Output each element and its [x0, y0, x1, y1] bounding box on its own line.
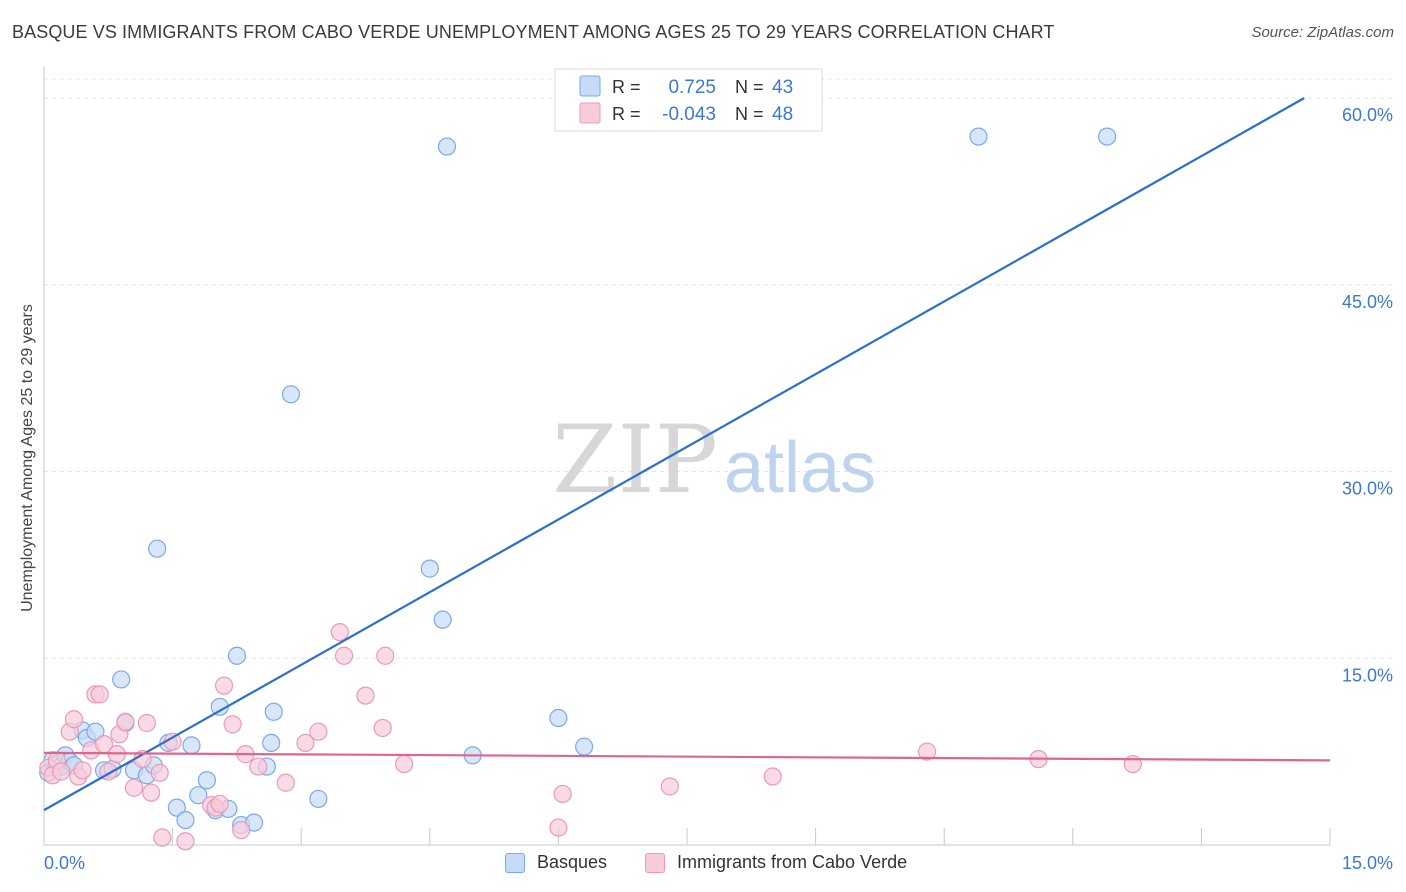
x-tick-min: 0.0% — [44, 853, 85, 873]
cabo-verde-point-26 — [210, 794, 229, 814]
basques-point-34 — [433, 610, 452, 629]
cabo-verde-point-41 — [549, 818, 568, 837]
cabo-verde-point-15 — [116, 712, 135, 731]
basques-point-8 — [86, 722, 105, 741]
cabo-verde-point-43 — [660, 777, 679, 796]
basques-point-16 — [148, 539, 167, 558]
watermark-atlas: atlas — [724, 428, 876, 508]
cabo-verde-point-44 — [763, 767, 782, 786]
cabo-verde-point-20 — [150, 763, 169, 782]
cabo-verde-point-21 — [153, 828, 172, 847]
legend-swatch-cabo-verde — [579, 102, 601, 124]
cabo-verde-point-28 — [223, 715, 242, 734]
cabo-verde-point-18 — [137, 713, 156, 733]
y-tick-label-1: 30.0% — [1342, 479, 1393, 499]
axes — [43, 66, 1331, 846]
basques-point-41 — [1097, 127, 1117, 146]
cabo-verde-trend-line — [43, 751, 1331, 762]
legend-item-cabo-verde: Immigrants from Cabo Verde — [645, 852, 907, 873]
legend-label-cabo-verde: Immigrants from Cabo Verde — [677, 852, 908, 872]
basques-point-33 — [309, 789, 328, 809]
basques-point-20 — [182, 736, 201, 755]
basques-point-32 — [281, 385, 301, 404]
basques-point-30 — [262, 733, 281, 753]
cabo-verde-point-32 — [276, 773, 295, 792]
legend-swatch-cabo-verde-bottom — [645, 852, 665, 873]
legend-n-label-2: N = — [735, 104, 764, 124]
basques-point-35 — [420, 559, 439, 578]
grid-lines — [44, 78, 1393, 659]
bottom-legend: Basques Immigrants from Cabo Verde — [0, 852, 1406, 878]
cabo-verde-point-39 — [376, 646, 395, 665]
x-tick-max: 15.0% — [1342, 853, 1393, 873]
basques-point-38 — [549, 708, 568, 728]
y-tick-label-2: 45.0% — [1342, 292, 1393, 312]
cabo-verde-point-35 — [330, 623, 349, 642]
legend-r-value-1: 0.725 — [668, 77, 716, 98]
y-tick-labels: 15.0% 30.0% 45.0% 60.0% — [1342, 105, 1393, 685]
legend-label-basques: Basques — [537, 852, 608, 872]
basques-trend-line — [43, 97, 1305, 812]
legend-r-label-2: R = — [612, 104, 641, 124]
cabo-verde-point-5 — [64, 710, 84, 729]
cabo-verde-point-38 — [373, 718, 392, 738]
trend-lines — [43, 97, 1331, 812]
legend-n-label-1: N = — [735, 77, 764, 97]
basques-point-22 — [197, 771, 216, 790]
chart-title: BASQUE VS IMMIGRANTS FROM CABO VERDE UNE… — [12, 22, 1055, 42]
cabo-verde-point-10 — [90, 685, 109, 704]
cabo-verde-point-3 — [52, 762, 71, 781]
basques-point-11 — [112, 670, 131, 689]
watermark-zip: ZIP — [552, 406, 718, 515]
cabo-verde-point-37 — [356, 686, 375, 705]
watermark: ZIP atlas — [552, 406, 876, 515]
cabo-verde-point-29 — [232, 820, 251, 840]
legend-swatch-basques-bottom — [505, 852, 525, 873]
cabo-verde-point-45 — [917, 742, 937, 761]
basques-point-36 — [437, 137, 457, 156]
cabo-verde-point-40 — [394, 754, 414, 774]
basques-point-19 — [176, 810, 195, 830]
legend-swatch-basques — [579, 75, 601, 97]
y-tick-label-0: 15.0% — [1342, 665, 1393, 685]
legend-r-label-1: R = — [612, 77, 641, 97]
cabo-verde-point-16 — [124, 778, 144, 797]
basques-point-18 — [167, 798, 186, 817]
legend-r-value-2: -0.043 — [662, 104, 716, 125]
cabo-verde-point-23 — [176, 832, 195, 851]
source-label: Source: ZipAtlas.com — [1251, 24, 1394, 41]
legend-n-value-1: 43 — [772, 77, 793, 98]
basques-point-21 — [189, 786, 208, 805]
cabo-verde-point-36 — [334, 646, 354, 665]
cabo-verde-point-34 — [309, 722, 328, 741]
cabo-verde-point-31 — [249, 757, 268, 776]
basques-point-40 — [969, 127, 988, 146]
cabo-verde-point-7 — [73, 761, 92, 780]
cabo-verde-point-42 — [553, 784, 572, 804]
cabo-verde-points — [39, 623, 1142, 851]
cabo-verde-point-27 — [214, 676, 234, 695]
legend-n-value-2: 48 — [772, 104, 793, 125]
basques-point-39 — [575, 737, 594, 756]
cabo-verde-point-33 — [296, 733, 315, 753]
basques-point-31 — [264, 702, 283, 721]
stats-legend: R = 0.725 N = 43 R = -0.043 N = 48 — [554, 68, 823, 132]
basques-point-27 — [227, 646, 246, 665]
legend-item-basques: Basques — [505, 852, 607, 873]
cabo-verde-point-19 — [142, 783, 161, 802]
y-tick-label-3: 60.0% — [1342, 105, 1393, 125]
